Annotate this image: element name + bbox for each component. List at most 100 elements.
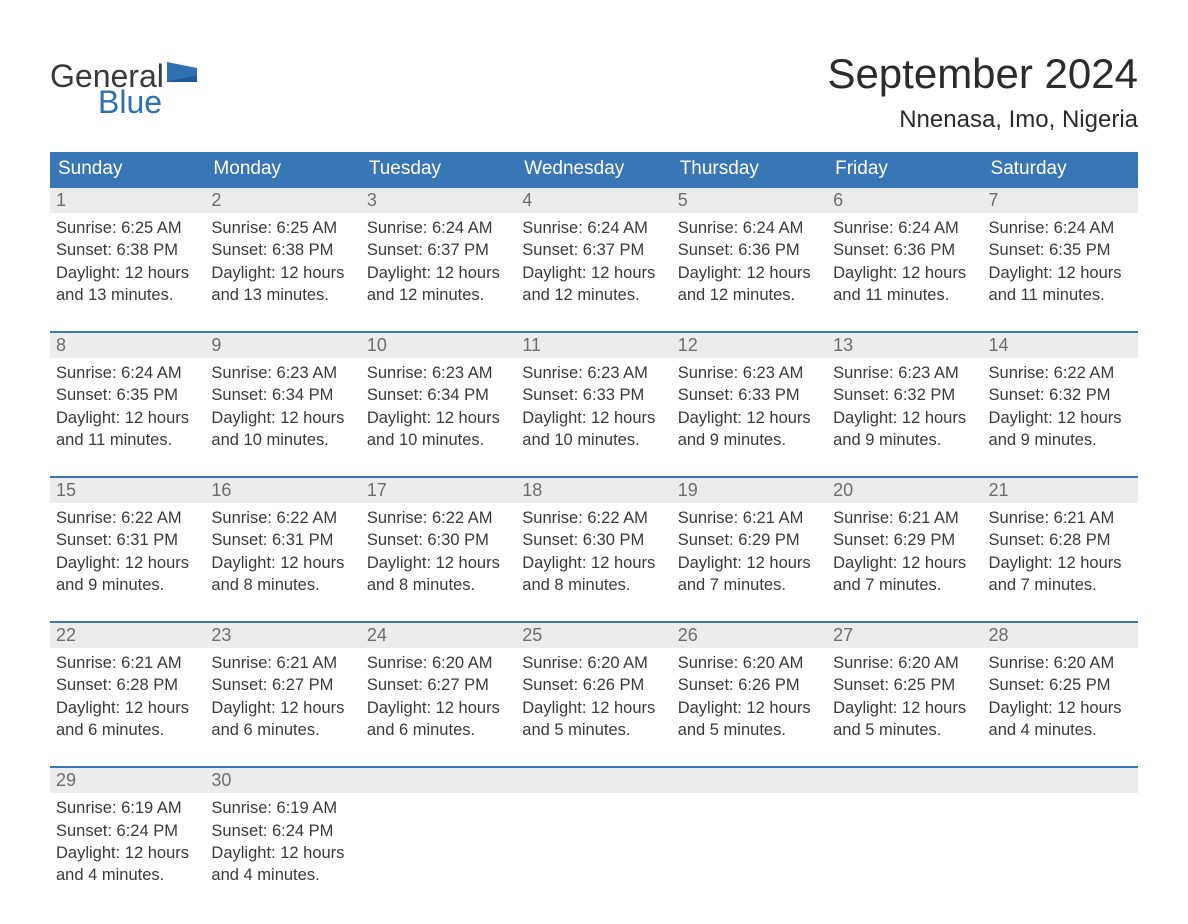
daylight1-text: Daylight: 12 hours [989,262,1132,284]
title-block: September 2024 Nnenasa, Imo, Nigeria [827,50,1138,134]
daylight1-text: Daylight: 12 hours [367,697,510,719]
sunrise-text: Sunrise: 6:21 AM [989,507,1132,529]
day-number-cell: 22 [50,622,205,648]
day-number-cell: 28 [983,622,1138,648]
day-detail-cell: Sunrise: 6:23 AMSunset: 6:32 PMDaylight:… [827,358,982,459]
daylight1-text: Daylight: 12 hours [522,697,665,719]
daylight2-text: and 7 minutes. [833,574,976,596]
sunset-text: Sunset: 6:33 PM [522,384,665,406]
day-number-row: 1234567 [50,187,1138,213]
daylight1-text: Daylight: 12 hours [56,407,199,429]
sunset-text: Sunset: 6:26 PM [678,674,821,696]
sunset-text: Sunset: 6:32 PM [989,384,1132,406]
day-detail-cell: Sunrise: 6:21 AMSunset: 6:28 PMDaylight:… [983,503,1138,604]
day-number-cell: 20 [827,477,982,503]
daylight2-text: and 5 minutes. [522,719,665,741]
sunset-text: Sunset: 6:28 PM [989,529,1132,551]
sunrise-text: Sunrise: 6:24 AM [522,217,665,239]
day-number-cell [983,767,1138,793]
day-number-row: 22232425262728 [50,622,1138,648]
day-number-cell: 12 [672,332,827,358]
sunset-text: Sunset: 6:34 PM [367,384,510,406]
day-header: Sunday [50,152,205,187]
day-header: Thursday [672,152,827,187]
sunset-text: Sunset: 6:28 PM [56,674,199,696]
daylight2-text: and 5 minutes. [833,719,976,741]
sunset-text: Sunset: 6:25 PM [833,674,976,696]
daylight1-text: Daylight: 12 hours [678,262,821,284]
day-detail-row: Sunrise: 6:25 AMSunset: 6:38 PMDaylight:… [50,213,1138,314]
day-number-cell: 21 [983,477,1138,503]
day-detail-cell: Sunrise: 6:22 AMSunset: 6:30 PMDaylight:… [361,503,516,604]
daylight1-text: Daylight: 12 hours [678,407,821,429]
day-detail-cell [516,793,671,894]
sunrise-text: Sunrise: 6:20 AM [367,652,510,674]
daylight1-text: Daylight: 12 hours [211,697,354,719]
day-number-cell: 17 [361,477,516,503]
day-detail-cell: Sunrise: 6:23 AMSunset: 6:33 PMDaylight:… [672,358,827,459]
day-number-cell [516,767,671,793]
daylight1-text: Daylight: 12 hours [989,552,1132,574]
day-detail-cell [361,793,516,894]
month-title: September 2024 [827,50,1138,98]
sunset-text: Sunset: 6:24 PM [56,820,199,842]
daylight1-text: Daylight: 12 hours [833,697,976,719]
daylight2-text: and 4 minutes. [211,864,354,886]
day-detail-cell: Sunrise: 6:23 AMSunset: 6:34 PMDaylight:… [205,358,360,459]
day-number-cell: 29 [50,767,205,793]
day-number-cell: 14 [983,332,1138,358]
sunrise-text: Sunrise: 6:22 AM [522,507,665,529]
daylight2-text: and 6 minutes. [211,719,354,741]
daylight2-text: and 8 minutes. [211,574,354,596]
day-number-row: 2930 [50,767,1138,793]
day-detail-cell [672,793,827,894]
sunrise-text: Sunrise: 6:23 AM [367,362,510,384]
daylight2-text: and 7 minutes. [989,574,1132,596]
day-number-cell: 7 [983,187,1138,213]
day-detail-cell: Sunrise: 6:24 AMSunset: 6:37 PMDaylight:… [516,213,671,314]
day-number-cell: 23 [205,622,360,648]
daylight1-text: Daylight: 12 hours [833,552,976,574]
daylight2-text: and 9 minutes. [833,429,976,451]
day-detail-row: Sunrise: 6:21 AM Sunset: 6:28 PM Daylight:… [50,648,1138,749]
day-detail-cell: Sunrise: 6:19 AMSunset: 6:24 PMDaylight:… [205,793,360,894]
day-number-cell [672,767,827,793]
sunset-text: Sunset: 6:25 PM [989,674,1132,696]
day-detail-cell [983,793,1138,894]
daylight2-text: and 9 minutes. [989,429,1132,451]
daylight2-text: and 9 minutes. [678,429,821,451]
day-number-row: 891011121314 [50,332,1138,358]
logo: General Blue [50,50,197,118]
daylight2-text: and 6 minutes. [56,719,199,741]
page: General Blue September 2024 Nnenasa, Imo… [0,0,1188,924]
day-detail-cell: Sunrise: 6:20 AMSunset: 6:27 PMDaylight:… [361,648,516,749]
sunrise-text: Sunrise: 6:23 AM [522,362,665,384]
day-header: Saturday [983,152,1138,187]
day-number-cell: 15 [50,477,205,503]
daylight2-text: and 13 minutes. [56,284,199,306]
day-detail-cell: Sunrise: 6:23 AMSunset: 6:33 PMDaylight:… [516,358,671,459]
day-number-cell: 10 [361,332,516,358]
day-detail-cell: Sunrise: 6:25 AMSunset: 6:38 PMDaylight:… [50,213,205,314]
sunrise-text: Sunrise: 6:21 AM [211,652,354,674]
sunrise-text: Sunrise: 6:21 AM [833,507,976,529]
sunrise-text: Sunrise: 6:22 AM [367,507,510,529]
sunset-text: Sunset: 6:34 PM [211,384,354,406]
sunset-text: Sunset: 6:37 PM [367,239,510,261]
day-number-cell: 24 [361,622,516,648]
daylight1-text: Daylight: 12 hours [522,262,665,284]
sunrise-text: Sunrise: 6:24 AM [56,362,199,384]
day-number-cell: 11 [516,332,671,358]
day-detail-cell: Sunrise: 6:22 AMSunset: 6:32 PMDaylight:… [983,358,1138,459]
day-header-row: Sunday Monday Tuesday Wednesday Thursday… [50,152,1138,187]
sunrise-text: Sunrise: 6:24 AM [833,217,976,239]
sunrise-text: Sunrise: 6:19 AM [211,797,354,819]
daylight1-text: Daylight: 12 hours [833,407,976,429]
daylight1-text: Daylight: 12 hours [56,552,199,574]
sunrise-text: Sunrise: 6:20 AM [989,652,1132,674]
week-spacer [50,459,1138,477]
spacer-cell [50,749,1138,767]
sunset-text: Sunset: 6:38 PM [211,239,354,261]
sunset-text: Sunset: 6:31 PM [211,529,354,551]
sunrise-text: Sunrise: 6:24 AM [678,217,821,239]
